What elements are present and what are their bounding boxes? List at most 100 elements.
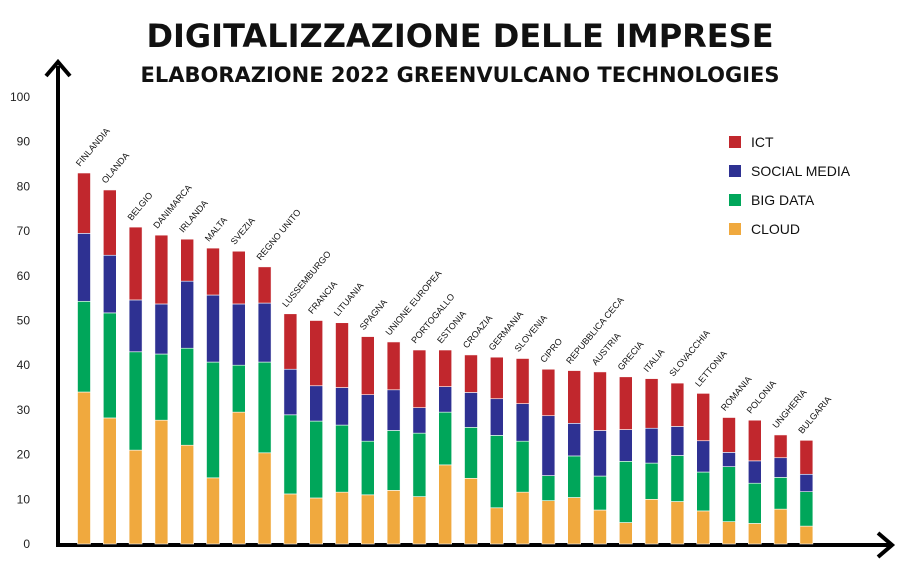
y-axis-arrow-icon: [44, 58, 72, 78]
bar-segment-ict: [232, 250, 246, 305]
bar-segment-social-media: [438, 386, 453, 413]
bar-segment-big-data: [257, 361, 272, 454]
y-tick-label: 30: [17, 403, 31, 417]
bar-segment-big-data: [386, 430, 401, 491]
bar-segment-big-data: [696, 471, 711, 512]
bar-segment-cloud: [386, 490, 401, 545]
bar-segment-cloud: [593, 509, 607, 545]
bar-segment-ict: [722, 417, 736, 453]
bar-segment-big-data: [567, 455, 582, 498]
bar-segment-ict: [103, 189, 117, 256]
bar-segment-cloud: [464, 477, 478, 545]
category-label: CIPRO: [538, 336, 564, 364]
legend-item: ICT: [729, 134, 774, 150]
bar-stack: [541, 368, 556, 545]
bar-segment-ict: [593, 371, 607, 431]
bar-segment-social-media: [154, 303, 169, 355]
bar-segment-cloud: [257, 452, 272, 545]
bar-segment-ict: [489, 356, 504, 400]
bar-stack: [128, 226, 143, 545]
bar-segment-social-media: [257, 302, 272, 363]
x-axis-arrow-icon: [876, 531, 896, 559]
bar-segment-ict: [154, 234, 169, 305]
bar-segment-ict: [618, 376, 633, 430]
bar-segment-cloud: [670, 501, 685, 545]
bar-segment-cloud: [541, 500, 556, 545]
legend-item: BIG DATA: [729, 192, 815, 208]
legend-label: BIG DATA: [751, 192, 815, 208]
bar-segment-ict: [644, 378, 659, 429]
category-label: MALTA: [203, 215, 229, 243]
category-label: LETTONIA: [693, 349, 729, 389]
bar-stack: [696, 393, 711, 545]
bar-segment-ict: [773, 434, 788, 459]
bar-segment-social-media: [593, 430, 607, 477]
bar-stack: [103, 189, 117, 545]
bar-segment-cloud: [206, 477, 220, 545]
legend-swatch: [729, 194, 741, 206]
bar-segment-ict: [670, 382, 685, 427]
legend-swatch: [729, 223, 741, 235]
bar-stack: [360, 336, 375, 545]
category-label: SPAGNA: [358, 297, 389, 332]
bar-segment-social-media: [464, 392, 478, 428]
bar-segment-social-media: [206, 294, 220, 363]
category-label: REGNO UNITO: [254, 207, 302, 262]
bar-segment-social-media: [567, 423, 582, 457]
bar-segment-social-media: [618, 429, 633, 462]
bar-segment-big-data: [154, 353, 169, 421]
bar-segment-social-media: [515, 403, 530, 442]
bar-segment-cloud: [412, 496, 427, 545]
legend-item: CLOUD: [729, 221, 800, 237]
bar-segment-ict: [464, 354, 478, 393]
bar-segment-social-media: [103, 254, 117, 314]
bar-segment-big-data: [335, 424, 349, 493]
bar-segment-ict: [541, 368, 556, 417]
y-tick-label: 10: [17, 492, 31, 506]
bar-segment-social-media: [799, 473, 814, 493]
bar-segment-ict: [180, 238, 194, 282]
bar-segment-big-data: [618, 461, 633, 523]
bar-segment-ict: [77, 172, 91, 234]
bar-segment-big-data: [180, 347, 194, 446]
bar-segment-ict: [128, 226, 143, 301]
bar-segment-ict: [515, 358, 530, 404]
bar-segment-cloud: [180, 444, 194, 545]
bar-stack: [232, 250, 246, 545]
bar-segment-social-media: [541, 415, 556, 476]
bar-segment-big-data: [747, 482, 762, 524]
bar-segment-cloud: [360, 494, 375, 545]
bar-segment-cloud: [489, 507, 504, 545]
bar-segment-social-media: [696, 440, 711, 473]
bar-segment-big-data: [206, 361, 220, 479]
bar-stack: [154, 234, 169, 545]
bar-segment-ict: [335, 322, 349, 388]
bar-segment-social-media: [283, 368, 298, 416]
bar-segment-social-media: [335, 387, 349, 426]
bar-segment-big-data: [593, 475, 607, 511]
bar-stack: [77, 172, 91, 545]
bar-segment-big-data: [515, 440, 530, 493]
bar-stack: [515, 358, 530, 545]
bar-segment-cloud: [799, 525, 814, 545]
y-tick-label: 100: [10, 90, 30, 104]
bar-segment-cloud: [77, 391, 91, 545]
legend-label: SOCIAL MEDIA: [751, 163, 851, 179]
bar-segment-social-media: [77, 233, 91, 302]
category-label: UNIONE EUROPEA: [383, 268, 443, 337]
bar-segment-cloud: [103, 417, 117, 545]
bar-segment-cloud: [567, 497, 582, 545]
bar-stack: [438, 349, 453, 545]
bar-segment-cloud: [696, 510, 711, 545]
chart-title: DIGITALIZZAZIONE DELLE IMPRESE: [146, 17, 773, 55]
bar-segment-social-media: [670, 426, 685, 456]
bar-stack: [309, 320, 324, 545]
bar-segment-ict: [412, 349, 427, 408]
bar-segment-social-media: [309, 385, 324, 422]
bar-segment-cloud: [747, 523, 762, 545]
bar-segment-social-media: [644, 427, 659, 464]
y-tick-label: 0: [23, 537, 30, 551]
bar-stack: [799, 439, 814, 545]
bar-segment-ict: [283, 313, 298, 370]
